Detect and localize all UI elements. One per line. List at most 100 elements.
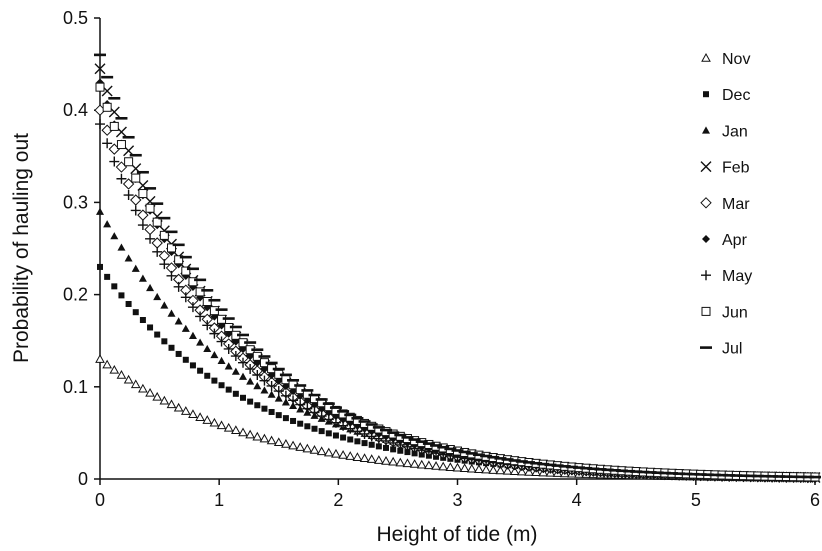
data-point: [225, 386, 232, 393]
data-point: [282, 415, 289, 422]
legend: Nov Dec Jan Feb Mar Apr May Jun Jul: [700, 51, 752, 358]
data-point: [302, 403, 313, 414]
data-point: [481, 464, 491, 474]
data-point: [195, 287, 205, 297]
y-tick-label: 0.5: [63, 8, 88, 28]
data-point: [95, 82, 105, 92]
data-point: [280, 390, 291, 401]
data-point: [375, 443, 382, 450]
data-point: [366, 454, 377, 463]
legend-marker: [702, 126, 710, 134]
data-point: [232, 390, 239, 397]
data-point: [218, 382, 225, 389]
data-point: [109, 364, 120, 374]
data-point: [245, 364, 256, 375]
legend-item-jul: Jul: [700, 341, 742, 358]
y-tick-label: 0.2: [63, 285, 88, 305]
data-point: [202, 415, 213, 424]
data-point: [125, 300, 132, 307]
data-point: [188, 277, 198, 287]
data-point: [146, 283, 155, 292]
data-point: [109, 156, 120, 167]
data-point: [474, 464, 484, 473]
data-point: [325, 430, 332, 437]
data-point: [174, 255, 184, 265]
legend-item-nov: Nov: [701, 51, 750, 68]
data-point: [174, 317, 183, 325]
data-point: [103, 220, 112, 228]
data-point: [517, 466, 527, 476]
data-point: [452, 462, 463, 472]
data-point: [159, 259, 170, 270]
data-point: [145, 233, 156, 244]
series-jul: [94, 53, 821, 479]
data-point: [160, 301, 169, 309]
data-point: [288, 440, 298, 450]
data-point: [211, 377, 218, 384]
data-point: [381, 455, 391, 465]
data-point: [147, 324, 154, 331]
data-point: [238, 357, 248, 368]
data-point: [318, 428, 325, 435]
x-tick-label: 4: [572, 490, 582, 510]
y-tick-label: 0.1: [63, 377, 88, 397]
legend-marker: [700, 161, 712, 173]
series-jan: [96, 207, 819, 480]
data-point: [116, 369, 127, 379]
x-ticks: 0 1 2 3 4 5 6: [95, 479, 820, 510]
data-point: [216, 336, 227, 347]
data-point: [139, 317, 146, 324]
data-point: [388, 437, 399, 448]
data-point: [116, 173, 127, 184]
data-point: [197, 367, 204, 374]
data-point: [368, 441, 375, 448]
data-point: [153, 292, 162, 301]
data-point: [345, 423, 356, 434]
data-point: [289, 401, 298, 410]
legend-label: Jul: [722, 341, 742, 358]
data-point: [402, 458, 413, 468]
legend-item-jan: Jan: [702, 123, 748, 140]
data-point: [260, 386, 269, 394]
data-point: [96, 207, 104, 215]
data-point: [223, 343, 234, 354]
legend-label: Apr: [722, 232, 748, 249]
data-point: [238, 427, 248, 437]
data-point: [203, 344, 212, 353]
data-point: [261, 405, 268, 412]
data-point: [95, 354, 105, 363]
data-point: [138, 189, 148, 199]
series-group: [94, 53, 821, 484]
data-point: [117, 243, 126, 251]
x-tick-label: 5: [691, 490, 701, 510]
data-point: [509, 466, 520, 476]
y-ticks: 0 0.1 0.2 0.3 0.4 0.5: [63, 8, 100, 489]
data-point: [388, 456, 398, 466]
legend-label: Dec: [722, 87, 750, 104]
data-point: [95, 119, 105, 130]
data-point: [152, 391, 163, 401]
data-point: [102, 359, 112, 369]
legend-label: Jan: [722, 123, 748, 140]
data-point: [173, 281, 184, 292]
data-point: [189, 362, 196, 369]
data-point: [309, 407, 320, 418]
legend-marker: [701, 270, 711, 281]
data-point: [359, 428, 370, 439]
data-point: [137, 220, 148, 231]
data-point: [216, 420, 227, 430]
data-point: [187, 302, 198, 313]
data-point: [161, 338, 168, 345]
data-point: [366, 431, 377, 442]
legend-label: May: [722, 268, 752, 285]
data-point: [323, 447, 334, 457]
data-point: [373, 433, 384, 444]
data-point: [145, 203, 155, 213]
data-point: [154, 331, 161, 338]
data-point: [267, 390, 276, 398]
data-point: [166, 399, 177, 409]
legend-item-dec: Dec: [703, 87, 750, 104]
data-point: [488, 465, 499, 474]
legend-item-mar: Mar: [700, 196, 750, 213]
